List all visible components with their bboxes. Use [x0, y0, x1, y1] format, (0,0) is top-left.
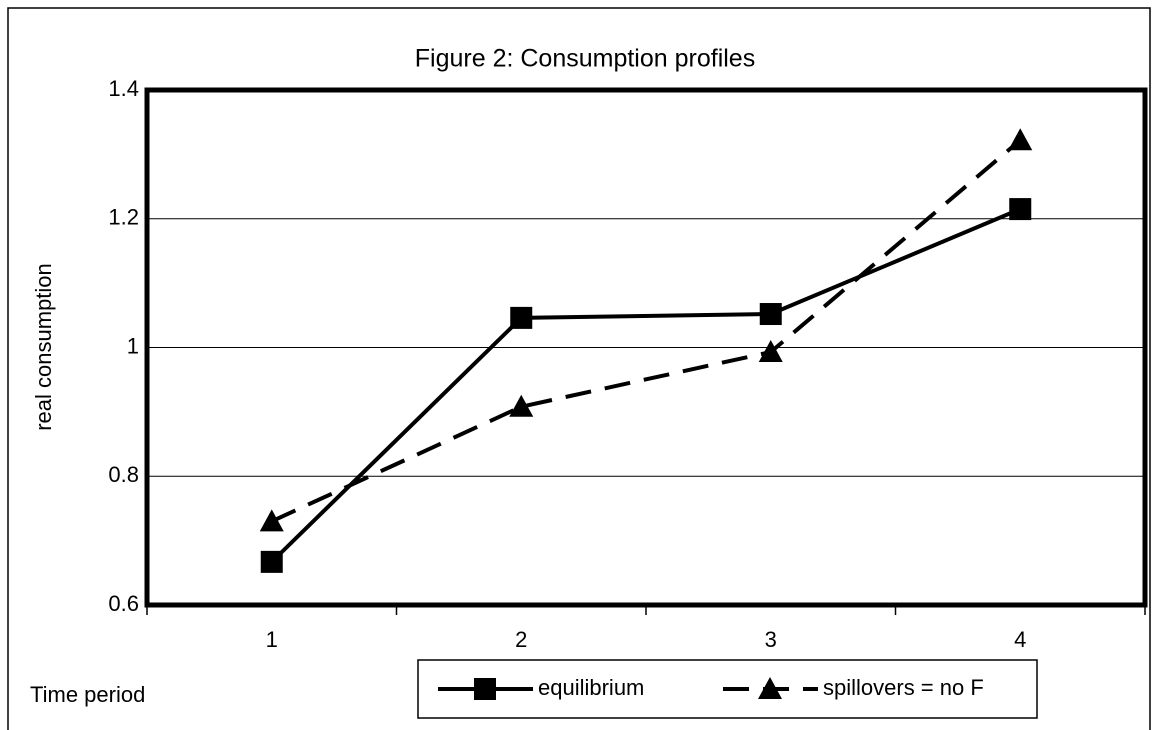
plot-frame	[144, 87, 1148, 608]
marker-square	[510, 306, 533, 329]
x-tick-label: 4	[1014, 627, 1026, 652]
y-tick-label: 1.2	[108, 205, 139, 230]
y-axis-label: real consumption	[31, 263, 56, 431]
outer-frame	[7, 7, 1151, 730]
series-line	[270, 138, 1022, 524]
y-tick-label: 0.6	[108, 591, 139, 616]
legend-label: spillovers = no F	[823, 675, 984, 700]
series-line	[270, 207, 1022, 564]
x-axis-label: Time period	[30, 682, 145, 707]
marker-triangle	[259, 509, 284, 532]
x-tick-label: 3	[765, 627, 777, 652]
marker-triangle	[1008, 128, 1033, 151]
marker-triangle	[509, 394, 534, 417]
marker-triangle	[758, 340, 783, 363]
marker-square	[1009, 198, 1032, 221]
y-tick-label: 0.8	[108, 462, 139, 487]
marker-square	[759, 303, 782, 326]
x-tick-label: 1	[266, 627, 278, 652]
chart-title: Figure 2: Consumption profiles	[415, 45, 755, 73]
y-tick-label: 1	[127, 333, 139, 358]
legend-label: equilibrium	[538, 675, 644, 700]
y-tick-label: 1.4	[108, 76, 139, 101]
x-tick-label: 2	[515, 627, 527, 652]
marker-square	[474, 678, 496, 700]
marker-square	[260, 550, 283, 573]
marker-triangle	[758, 677, 782, 699]
